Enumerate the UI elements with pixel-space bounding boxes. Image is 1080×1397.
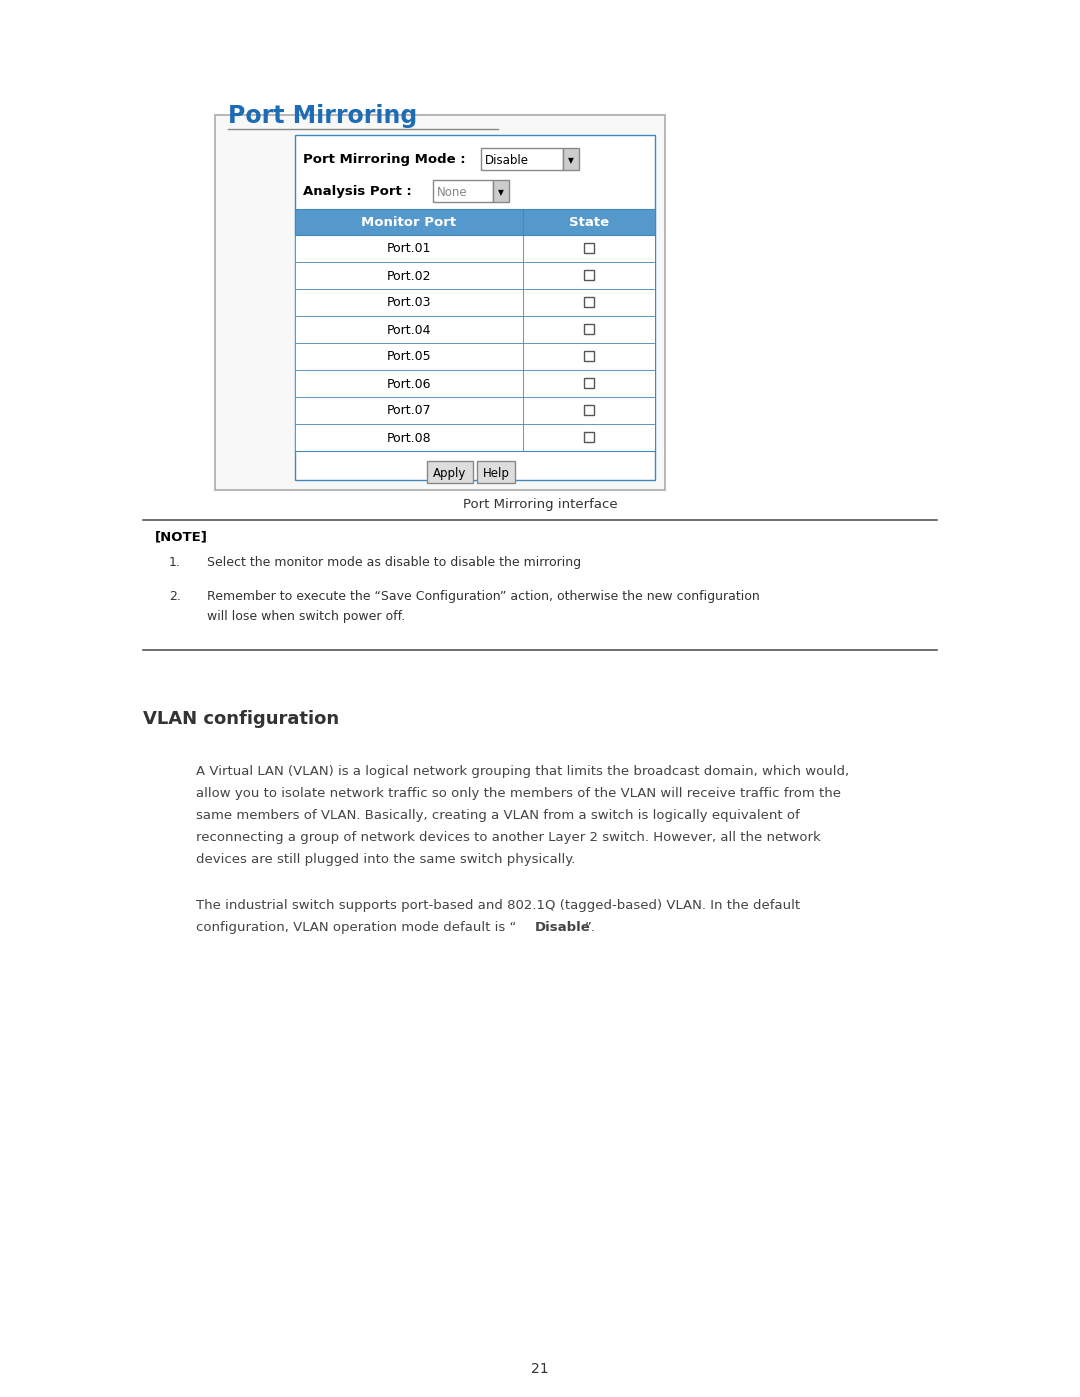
Text: configuration, VLAN operation mode default is “: configuration, VLAN operation mode defau… bbox=[195, 921, 516, 935]
Bar bbox=[295, 289, 654, 316]
Bar bbox=[584, 351, 594, 360]
Text: reconnecting a group of network devices to another Layer 2 switch. However, all : reconnecting a group of network devices … bbox=[195, 831, 821, 844]
Bar bbox=[295, 263, 654, 289]
Bar bbox=[563, 148, 579, 170]
Bar bbox=[295, 210, 654, 235]
Bar bbox=[584, 298, 594, 307]
Text: The industrial switch supports port-based and 802.1Q (tagged-based) VLAN. In the: The industrial switch supports port-base… bbox=[195, 900, 800, 912]
Text: ▼: ▼ bbox=[568, 156, 573, 165]
Text: VLAN configuration: VLAN configuration bbox=[143, 710, 339, 728]
Text: devices are still plugged into the same switch physically.: devices are still plugged into the same … bbox=[195, 854, 576, 866]
Bar bbox=[481, 148, 563, 170]
Bar bbox=[295, 425, 654, 451]
Text: [NOTE]: [NOTE] bbox=[156, 529, 207, 543]
Text: 21: 21 bbox=[531, 1362, 549, 1376]
Text: Disable: Disable bbox=[485, 155, 529, 168]
Bar bbox=[477, 461, 515, 483]
Bar bbox=[295, 235, 654, 263]
Text: Help: Help bbox=[483, 467, 510, 479]
Text: Port Mirroring Mode :: Port Mirroring Mode : bbox=[303, 152, 465, 165]
Bar bbox=[584, 432, 594, 441]
Bar bbox=[427, 461, 473, 483]
Text: Port.02: Port.02 bbox=[387, 270, 431, 282]
Bar bbox=[433, 180, 492, 203]
Bar bbox=[295, 370, 654, 397]
Text: allow you to isolate network traffic so only the members of the VLAN will receiv: allow you to isolate network traffic so … bbox=[195, 787, 841, 800]
Text: Monitor Port: Monitor Port bbox=[362, 217, 457, 229]
Bar bbox=[584, 379, 594, 388]
Text: Remember to execute the “Save Configuration” action, otherwise the new configura: Remember to execute the “Save Configurat… bbox=[207, 590, 759, 604]
Bar bbox=[492, 180, 509, 203]
Bar bbox=[295, 316, 654, 344]
Text: Analysis Port :: Analysis Port : bbox=[303, 184, 411, 197]
Text: ”.: ”. bbox=[584, 921, 596, 935]
Text: Port.05: Port.05 bbox=[387, 351, 431, 363]
Text: same members of VLAN. Basically, creating a VLAN from a switch is logically equi: same members of VLAN. Basically, creatin… bbox=[195, 809, 800, 821]
Text: Port.06: Port.06 bbox=[387, 377, 431, 391]
Text: Port.07: Port.07 bbox=[387, 405, 431, 418]
Bar bbox=[584, 405, 594, 415]
Text: Port.08: Port.08 bbox=[387, 432, 431, 444]
Bar bbox=[584, 324, 594, 334]
Text: Disable: Disable bbox=[535, 921, 590, 935]
Text: None: None bbox=[437, 187, 468, 200]
Text: A Virtual LAN (VLAN) is a logical network grouping that limits the broadcast dom: A Virtual LAN (VLAN) is a logical networ… bbox=[195, 766, 849, 778]
Text: Port Mirroring interface: Port Mirroring interface bbox=[462, 497, 618, 511]
Bar bbox=[295, 344, 654, 370]
Text: State: State bbox=[569, 217, 609, 229]
Bar bbox=[584, 270, 594, 279]
Text: 2.: 2. bbox=[168, 590, 180, 604]
Bar bbox=[295, 136, 654, 481]
Text: ▼: ▼ bbox=[498, 189, 504, 197]
Text: Port.03: Port.03 bbox=[387, 296, 431, 310]
Text: Select the monitor mode as disable to disable the mirroring: Select the monitor mode as disable to di… bbox=[207, 556, 581, 569]
Text: Port.04: Port.04 bbox=[387, 324, 431, 337]
Text: Apply: Apply bbox=[433, 467, 467, 479]
Text: Port.01: Port.01 bbox=[387, 243, 431, 256]
Text: will lose when switch power off.: will lose when switch power off. bbox=[207, 610, 405, 623]
Bar bbox=[295, 397, 654, 425]
Text: 1.: 1. bbox=[168, 556, 180, 569]
Bar bbox=[215, 115, 665, 490]
Text: Port Mirroring: Port Mirroring bbox=[228, 103, 417, 129]
Bar bbox=[584, 243, 594, 253]
